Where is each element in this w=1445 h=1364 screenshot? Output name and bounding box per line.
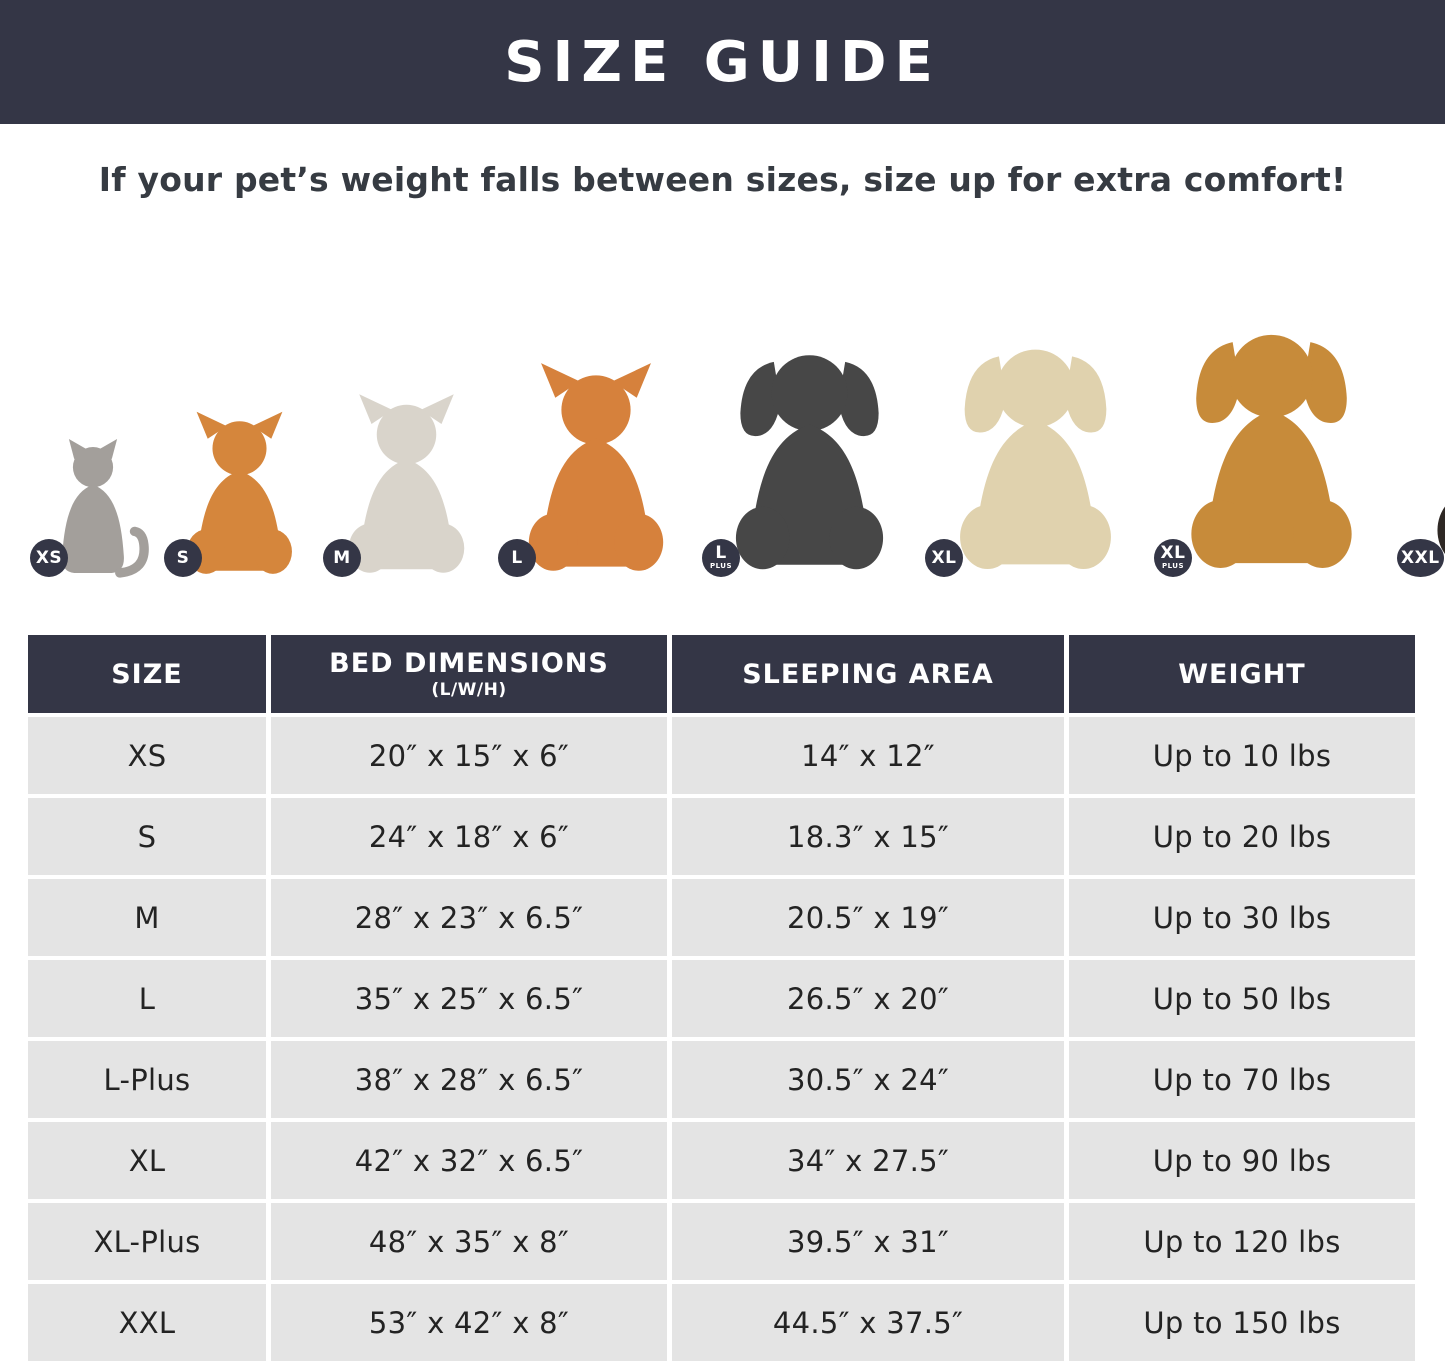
table-cell-sleeping-area: 30.5″ x 24″ bbox=[672, 1041, 1064, 1118]
table-cell-size: M bbox=[28, 879, 266, 956]
size-badge: L PLUS bbox=[702, 539, 740, 577]
table-cell-weight: Up to 20 lbs bbox=[1069, 798, 1415, 875]
size-badge-sublabel: PLUS bbox=[709, 562, 733, 571]
pet-cat: XS bbox=[26, 234, 160, 599]
size-badge-label: M bbox=[333, 547, 351, 568]
pet-labrador: XL bbox=[921, 234, 1150, 599]
size-badge-label: XS bbox=[35, 547, 63, 568]
size-badge-sublabel: PLUS bbox=[1161, 562, 1185, 571]
table-cell-size: L-Plus bbox=[28, 1041, 266, 1118]
table-cell-weight: Up to 70 lbs bbox=[1069, 1041, 1415, 1118]
table-cell-size: XS bbox=[28, 717, 266, 794]
subtitle-wrap: If your pet’s weight falls between sizes… bbox=[0, 124, 1445, 234]
subtitle-text: If your pet’s weight falls between sizes… bbox=[98, 159, 1347, 199]
column-header-size: SIZE bbox=[28, 635, 266, 713]
size-badge-label: XXL bbox=[1401, 547, 1440, 568]
size-badge-label: L bbox=[511, 547, 523, 568]
table-cell-bed-dimensions: 48″ x 35″ x 8″ bbox=[271, 1203, 667, 1280]
table-cell-weight: Up to 30 lbs bbox=[1069, 879, 1415, 956]
table-cell-sleeping-area: 14″ x 12″ bbox=[672, 717, 1064, 794]
size-badge: XL bbox=[925, 539, 963, 577]
table-cell-sleeping-area: 34″ x 27.5″ bbox=[672, 1122, 1064, 1199]
size-badge: L bbox=[498, 539, 536, 577]
column-header-weight: WEIGHT bbox=[1069, 635, 1415, 713]
table-cell-bed-dimensions: 28″ x 23″ x 6.5″ bbox=[271, 879, 667, 956]
table-cell-weight: Up to 120 lbs bbox=[1069, 1203, 1415, 1280]
column-header-bed-dimensions: BED DIMENSIONS (L/W/H) bbox=[271, 635, 667, 713]
table-cell-bed-dimensions: 53″ x 42″ x 8″ bbox=[271, 1284, 667, 1361]
size-badge: XXL bbox=[1397, 539, 1444, 577]
table-cell-size: XL bbox=[28, 1122, 266, 1199]
pet-golden-retriever: XL PLUS bbox=[1150, 234, 1393, 599]
size-badge: XL PLUS bbox=[1154, 539, 1192, 577]
table-cell-weight: Up to 150 lbs bbox=[1069, 1284, 1415, 1361]
pet-doberman: XXL bbox=[1393, 234, 1445, 599]
size-badge-label: S bbox=[176, 547, 190, 568]
header-bar: SIZE GUIDE bbox=[0, 0, 1445, 124]
size-badge-label: XL bbox=[1160, 543, 1186, 564]
table-cell-sleeping-area: 39.5″ x 31″ bbox=[672, 1203, 1064, 1280]
column-header-sleeping-area: SLEEPING AREA bbox=[672, 635, 1064, 713]
table-cell-weight: Up to 50 lbs bbox=[1069, 960, 1415, 1037]
pets-row: XS S M L L PLUS XL bbox=[0, 234, 1445, 599]
table-cell-bed-dimensions: 35″ x 25″ x 6.5″ bbox=[271, 960, 667, 1037]
table-cell-sleeping-area: 18.3″ x 15″ bbox=[672, 798, 1064, 875]
table-cell-size: S bbox=[28, 798, 266, 875]
table-cell-size: L bbox=[28, 960, 266, 1037]
size-badge-label: XL bbox=[931, 547, 957, 568]
table-cell-weight: Up to 90 lbs bbox=[1069, 1122, 1415, 1199]
pet-shiba-inu: L bbox=[494, 234, 698, 599]
page-title: SIZE GUIDE bbox=[504, 29, 941, 95]
table-cell-bed-dimensions: 38″ x 28″ x 6.5″ bbox=[271, 1041, 667, 1118]
table-cell-size: XXL bbox=[28, 1284, 266, 1361]
pet-border-collie: L PLUS bbox=[698, 234, 921, 599]
table-cell-sleeping-area: 20.5″ x 19″ bbox=[672, 879, 1064, 956]
size-badge-label: L bbox=[715, 543, 727, 564]
table-cell-bed-dimensions: 20″ x 15″ x 6″ bbox=[271, 717, 667, 794]
table-cell-size: XL-Plus bbox=[28, 1203, 266, 1280]
table-cell-weight: Up to 10 lbs bbox=[1069, 717, 1415, 794]
table-cell-sleeping-area: 44.5″ x 37.5″ bbox=[672, 1284, 1064, 1361]
pet-pomeranian: S bbox=[160, 234, 319, 599]
pet-french-bulldog: M bbox=[319, 234, 494, 599]
table-cell-bed-dimensions: 42″ x 32″ x 6.5″ bbox=[271, 1122, 667, 1199]
table-cell-bed-dimensions: 24″ x 18″ x 6″ bbox=[271, 798, 667, 875]
size-badge: XS bbox=[30, 539, 68, 577]
size-badge: M bbox=[323, 539, 361, 577]
size-table: SIZE BED DIMENSIONS (L/W/H) SLEEPING ARE… bbox=[28, 635, 1415, 1361]
table-cell-sleeping-area: 26.5″ x 20″ bbox=[672, 960, 1064, 1037]
column-header-bed-sub: (L/W/H) bbox=[431, 680, 507, 700]
size-badge: S bbox=[164, 539, 202, 577]
